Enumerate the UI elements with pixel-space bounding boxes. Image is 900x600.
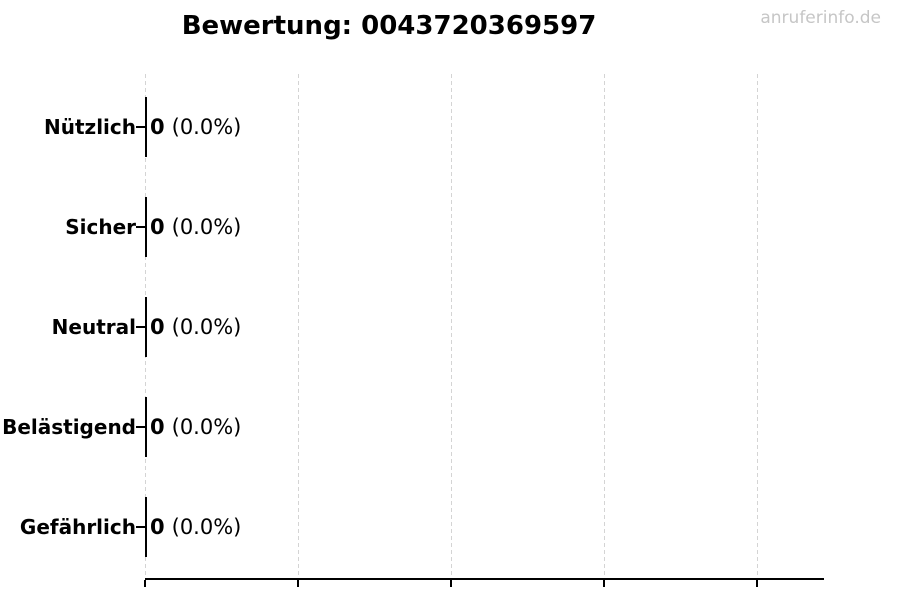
category-label: Gefährlich (19, 515, 136, 539)
value-percent: (0.0%) (171, 515, 242, 539)
zero-width-bar (145, 197, 147, 257)
y-axis-tick (136, 126, 145, 128)
zero-width-bar (145, 497, 147, 557)
value-annotation: 0 (0.0%) (150, 313, 241, 341)
gridline (298, 74, 299, 580)
value-percent: (0.0%) (171, 215, 242, 239)
x-axis-tick (450, 580, 452, 587)
x-axis-tick (603, 580, 605, 587)
category-label: Nützlich (44, 115, 136, 139)
chart-title: Bewertung: 0043720369597 (181, 11, 597, 41)
y-axis-tick (136, 326, 145, 328)
value-percent: (0.0%) (171, 115, 242, 139)
value-count: 0 (150, 215, 165, 239)
x-axis-tick (756, 580, 758, 587)
value-count: 0 (150, 515, 165, 539)
y-axis-tick (136, 526, 145, 528)
category-label: Sicher (65, 215, 136, 239)
watermark-text: anruferinfo.de (760, 8, 881, 28)
value-count: 0 (150, 315, 165, 339)
zero-width-bar (145, 397, 147, 457)
x-axis-line (145, 578, 824, 580)
gridline (451, 74, 452, 580)
value-percent: (0.0%) (171, 315, 242, 339)
x-axis-tick (297, 580, 299, 587)
y-axis-tick (136, 226, 145, 228)
category-label: Belästigend (2, 415, 136, 439)
gridline (757, 74, 758, 580)
value-annotation: 0 (0.0%) (150, 213, 241, 241)
x-axis-tick (144, 580, 146, 587)
value-count: 0 (150, 115, 165, 139)
value-annotation: 0 (0.0%) (150, 413, 241, 441)
value-annotation: 0 (0.0%) (150, 513, 241, 541)
value-count: 0 (150, 415, 165, 439)
plot-area: Nützlich 0 (0.0%) Sicher 0 (0.0%) Neutral … (2, 74, 824, 587)
value-percent: (0.0%) (171, 415, 242, 439)
gridline (604, 74, 605, 580)
value-annotation: 0 (0.0%) (150, 113, 241, 141)
y-axis-tick (136, 426, 145, 428)
zero-width-bar (145, 97, 147, 157)
category-label: Neutral (51, 315, 136, 339)
zero-width-bar (145, 297, 147, 357)
